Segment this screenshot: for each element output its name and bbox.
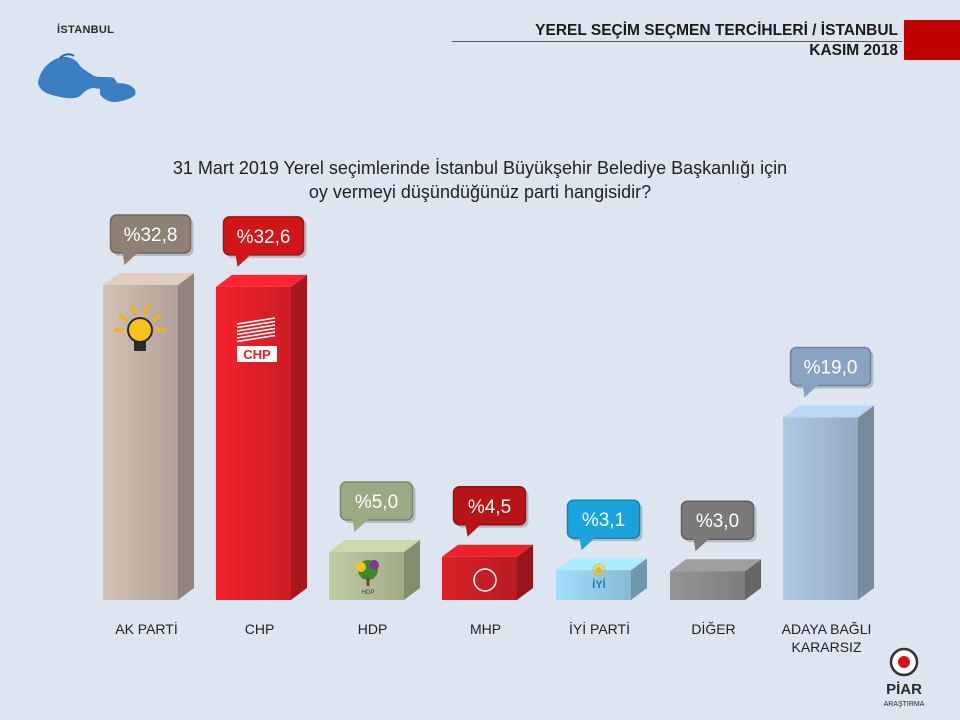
bar: [556, 570, 631, 600]
question-line-1: 31 Mart 2019 Yerel seçimlerinde İstanbul…: [172, 158, 788, 178]
iyi-logo-text: İYİ: [592, 578, 605, 591]
bar-group: %3,0: [670, 500, 761, 600]
bar-group: %19,0: [783, 346, 874, 600]
bar: [442, 556, 517, 600]
header-accent-block: [904, 20, 960, 60]
bar: [783, 417, 858, 600]
bar-group: %32,6: [216, 216, 307, 600]
bar-top: [329, 539, 420, 552]
tree-icon: HDP: [356, 560, 379, 596]
hdp-logo-text: HDP: [362, 590, 375, 596]
header-divider: [452, 41, 902, 42]
value-label: %4,5: [468, 497, 511, 518]
bar-side: [178, 273, 194, 600]
bar-top: [556, 558, 647, 571]
report-header: YEREL SEÇİM SEÇMEN TERCİHLERİ / İSTANBUL…: [535, 21, 898, 61]
category-label: AK PARTİ: [115, 620, 178, 637]
bar-top: [670, 559, 761, 572]
value-callout: %19,0: [789, 346, 874, 398]
bar-group: %4,5: [442, 486, 533, 600]
bar-side: [631, 558, 647, 600]
bar-side: [858, 405, 874, 600]
category-label: MHP: [470, 621, 501, 637]
value-label: %19,0: [804, 358, 858, 379]
category-label: CHP: [245, 621, 275, 637]
istanbul-map-icon: [38, 53, 136, 102]
sun-icon: İYİ: [592, 563, 606, 591]
category-label: İYİ PARTİ: [569, 620, 630, 637]
survey-question: 31 Mart 2019 Yerel seçimlerinde İstanbul…: [0, 156, 960, 204]
value-callout: %3,0: [680, 500, 757, 552]
piar-logo-icon: PİAR ARAŞTIRMA: [884, 647, 925, 708]
value-callout: %32,6: [222, 216, 307, 267]
category-label: HDP: [358, 621, 388, 637]
report-title: YEREL SEÇİM SEÇMEN TERCİHLERİ / İSTANBUL: [535, 22, 898, 39]
value-callout: %32,8: [109, 214, 194, 265]
bar-side: [517, 544, 533, 600]
category-label: ADAYA BAĞLI: [782, 621, 872, 637]
value-callout: %4,5: [452, 486, 529, 537]
bar-group: %3,1: [556, 499, 647, 600]
value-label: %32,6: [237, 227, 291, 248]
bar: [216, 286, 291, 600]
bar-top: [783, 405, 874, 418]
lightbulb-icon: [114, 304, 166, 351]
value-label: %32,8: [124, 225, 178, 246]
category-label: DİĞER: [691, 620, 735, 637]
bar-side: [291, 274, 307, 600]
value-label: %5,0: [355, 492, 398, 513]
bar: [670, 571, 745, 600]
value-callout: %3,1: [566, 499, 643, 551]
value-label: %3,1: [582, 510, 625, 531]
bar-side: [404, 539, 420, 600]
report-date: KASIM 2018: [809, 42, 898, 59]
value-callout: %5,0: [339, 481, 416, 532]
chp-logo-text: CHP: [243, 347, 271, 362]
chp-arrows-icon: CHP: [236, 317, 277, 362]
bar-top: [103, 273, 194, 285]
bar-side: [745, 559, 761, 600]
bar-group: %5,0: [329, 481, 420, 600]
value-label: %3,0: [696, 511, 739, 532]
bar-top: [216, 274, 307, 287]
category-label: KARARSIZ: [791, 639, 861, 655]
crescents-icon: [473, 568, 497, 592]
question-line-2: oy vermeyi düşündüğünüz parti hangisidir…: [308, 182, 652, 202]
brand-name: PİAR: [886, 681, 922, 698]
brand-sub: ARAŞTIRMA: [884, 701, 925, 708]
bar-top: [442, 544, 533, 557]
bar-group: %32,8: [103, 214, 194, 600]
city-label: İSTANBUL: [57, 24, 115, 36]
